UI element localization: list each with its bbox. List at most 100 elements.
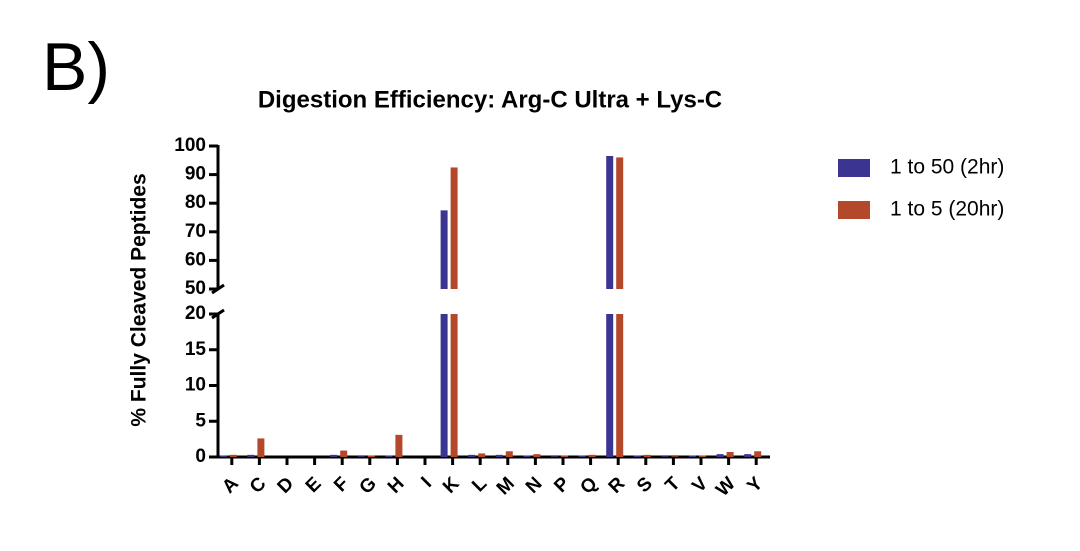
bar-segment xyxy=(578,455,586,457)
y-tick-label: 5 xyxy=(195,410,206,431)
y-tick-label: 50 xyxy=(185,278,206,299)
bar xyxy=(247,454,255,457)
bar xyxy=(754,451,762,457)
bar-segment xyxy=(450,314,458,457)
y-tick-label: 100 xyxy=(174,135,206,156)
bar xyxy=(495,454,503,457)
bar-segment xyxy=(219,455,227,457)
bar xyxy=(385,455,393,457)
bar xyxy=(357,456,365,457)
bar xyxy=(716,454,724,457)
bar-segment xyxy=(257,438,265,457)
bar-segment xyxy=(523,455,531,457)
bar-segment xyxy=(450,167,458,289)
x-tick-label: T xyxy=(661,473,684,496)
bar-segment xyxy=(633,455,641,457)
bar-segment xyxy=(588,454,596,457)
y-tick-label: 80 xyxy=(185,192,206,213)
x-tick-label: D xyxy=(274,473,299,498)
bar-segment xyxy=(357,456,365,457)
bar xyxy=(726,451,734,457)
bar-segment xyxy=(744,454,752,457)
x-tick-label: Y xyxy=(743,473,767,497)
bar xyxy=(367,455,375,457)
bar-segment xyxy=(689,455,696,457)
bar xyxy=(505,451,513,457)
x-tick-label: Q xyxy=(576,473,601,498)
bar xyxy=(478,453,486,457)
bar-segment xyxy=(440,314,448,457)
x-tick-label: F xyxy=(330,473,353,496)
legend-swatch xyxy=(838,159,870,177)
bar-segment xyxy=(247,454,255,457)
bar-segment xyxy=(505,451,513,457)
y-tick-label: 10 xyxy=(185,375,206,396)
bar xyxy=(229,454,237,457)
bar xyxy=(440,210,448,457)
x-tick-label: H xyxy=(384,473,409,498)
x-tick-label: E xyxy=(302,473,326,497)
bar xyxy=(450,167,458,457)
x-tick-label: C xyxy=(246,473,271,498)
bar-segment xyxy=(754,451,762,457)
x-tick-label: G xyxy=(356,473,381,498)
legend-label: 1 to 5 (20hr) xyxy=(890,198,1004,221)
bar xyxy=(468,454,476,457)
bar xyxy=(633,455,641,457)
bar-segment xyxy=(229,454,237,457)
bar xyxy=(551,456,558,457)
bar-segment xyxy=(468,454,476,457)
bar-segment xyxy=(367,455,375,457)
bar-segment xyxy=(726,451,734,457)
x-tick-label: V xyxy=(688,473,712,497)
bar-segment xyxy=(561,455,568,457)
y-tick-label: 60 xyxy=(185,249,206,270)
bar-segment xyxy=(643,454,651,457)
bar-segment xyxy=(616,314,624,457)
x-tick-label: A xyxy=(218,473,243,498)
bar xyxy=(744,454,752,457)
bar-segment xyxy=(606,156,614,289)
bar xyxy=(340,450,348,457)
y-tick-label: 15 xyxy=(185,339,207,360)
bar-segment xyxy=(716,454,724,457)
x-tick-label: L xyxy=(468,473,491,496)
bar xyxy=(661,456,669,457)
x-tick-label: R xyxy=(605,473,630,498)
bar-segment xyxy=(330,454,338,457)
bar-segment xyxy=(606,314,614,457)
bar xyxy=(257,438,265,457)
bar-segment xyxy=(699,455,706,457)
bar xyxy=(606,156,614,457)
x-tick-label: S xyxy=(633,473,657,497)
x-tick-label: I xyxy=(417,473,436,492)
bar xyxy=(671,456,679,457)
bar-segment xyxy=(495,454,503,457)
bar xyxy=(588,454,596,457)
legend-swatch xyxy=(838,201,870,219)
bar-segment xyxy=(616,157,624,289)
bar xyxy=(616,157,624,457)
bar-segment xyxy=(395,434,403,457)
bar xyxy=(578,455,586,457)
bar xyxy=(699,455,706,457)
bar-segment xyxy=(478,453,486,457)
bar xyxy=(330,454,338,457)
bar xyxy=(689,455,696,457)
bar-segment xyxy=(671,456,679,457)
bar-segment xyxy=(440,210,448,289)
y-axis-label: % Fully Cleaved Peptides xyxy=(128,173,151,426)
bar xyxy=(395,434,403,457)
bar xyxy=(219,455,227,457)
x-tick-label: P xyxy=(550,473,574,497)
bar xyxy=(533,454,541,457)
bar xyxy=(561,455,568,457)
x-tick-label: W xyxy=(712,473,740,501)
y-tick-label: 20 xyxy=(185,303,206,324)
y-tick-label: 0 xyxy=(195,446,206,467)
bar xyxy=(523,455,531,457)
x-tick-label: M xyxy=(493,473,519,499)
bar xyxy=(643,454,651,457)
x-tick-label: N xyxy=(522,473,547,498)
